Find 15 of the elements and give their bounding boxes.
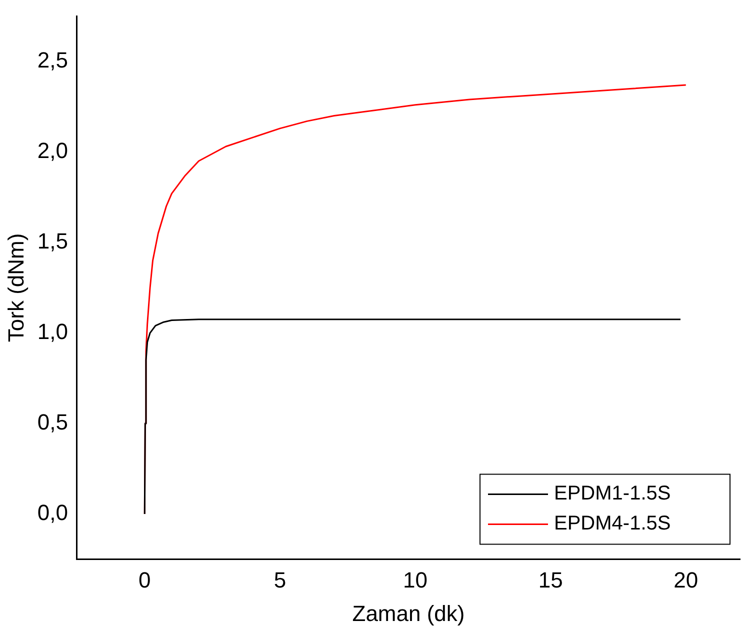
y-axis-title: Tork (dNm) xyxy=(3,233,28,342)
x-axis-title: Zaman (dk) xyxy=(352,600,465,626)
x-tick-label: 5 xyxy=(274,567,286,592)
x-tick-label: 15 xyxy=(538,567,563,592)
y-tick-label: 2,5 xyxy=(37,48,68,73)
y-tick-label: 1,5 xyxy=(37,228,68,254)
x-tick-label: 10 xyxy=(403,567,428,592)
y-tick-label: 2,0 xyxy=(37,138,68,164)
y-tick-label: 1,0 xyxy=(37,319,68,344)
y-tick-label: 0,0 xyxy=(37,500,68,526)
y-tick-label: 0,5 xyxy=(37,410,68,435)
legend-label: EPDM1-1.5S xyxy=(554,482,671,505)
legend-label: EPDM4-1.5S xyxy=(554,512,671,535)
x-tick-label: 20 xyxy=(674,567,698,592)
x-tick-label: 0 xyxy=(138,567,151,592)
